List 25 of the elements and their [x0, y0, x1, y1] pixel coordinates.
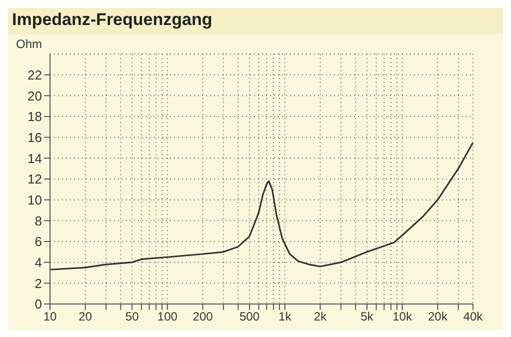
- y-tick-label: 16: [28, 130, 42, 145]
- x-tick-label: 10k: [392, 310, 413, 324]
- y-axis-title: Ohm: [16, 37, 42, 51]
- y-tick-label: 2: [34, 276, 42, 291]
- x-tick-label: 50: [125, 310, 140, 324]
- x-tick-label: 5k: [360, 310, 374, 324]
- x-tick-label: 500: [240, 310, 260, 324]
- y-tick-label: 18: [28, 109, 42, 124]
- y-tick-label: 14: [28, 150, 42, 166]
- y-tick-label: 4: [34, 254, 42, 270]
- y-tick-label: 20: [28, 88, 42, 104]
- x-tick-label: 2k: [314, 310, 328, 324]
- x-tick-label: 100: [157, 310, 178, 324]
- y-tick-label: 22: [28, 67, 42, 82]
- chart-title: Impedanz-Frequenzgang: [11, 9, 214, 31]
- y-tick-label: 8: [34, 213, 42, 228]
- y-tick-label: 0: [34, 296, 42, 312]
- x-tick-label: 20k: [428, 310, 448, 324]
- x-tick-label: 40k: [463, 310, 484, 324]
- y-tick-label: 12: [28, 172, 42, 187]
- x-tick-label: 20: [78, 310, 92, 324]
- y-tick-label: 10: [28, 192, 42, 208]
- y-tick-label: 6: [34, 234, 42, 250]
- x-tick-label: 200: [192, 310, 214, 324]
- x-tick-label: 1k: [278, 310, 292, 324]
